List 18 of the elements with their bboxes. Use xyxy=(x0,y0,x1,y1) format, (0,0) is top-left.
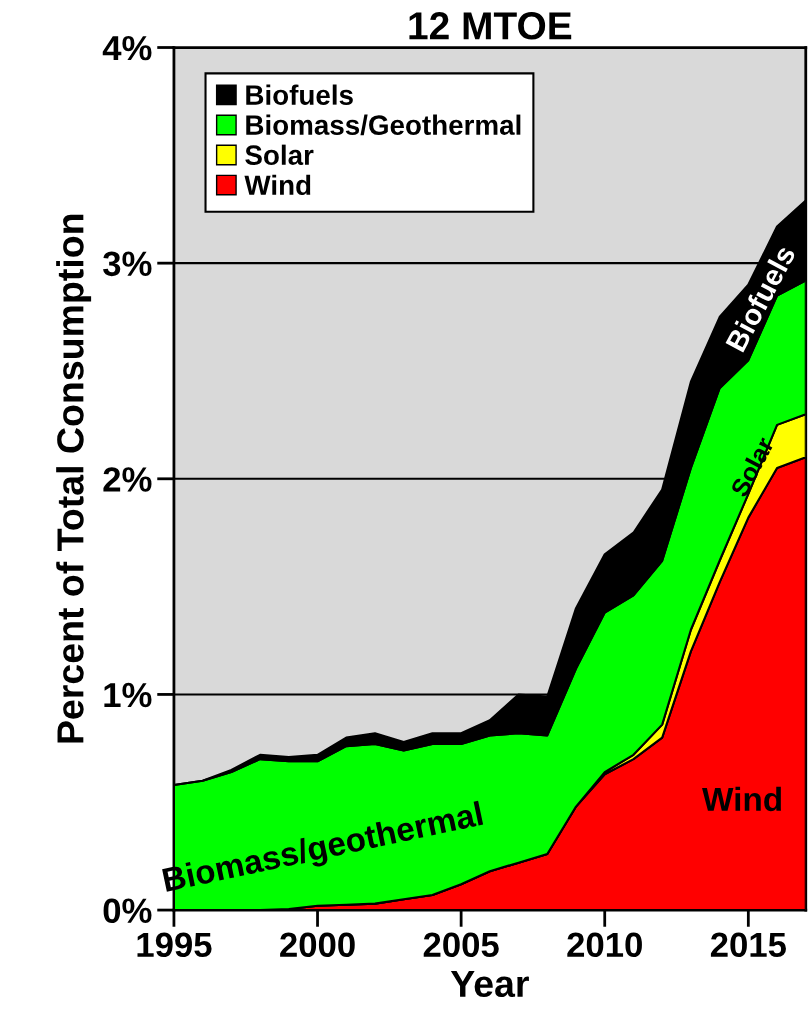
y-tick-label: 3% xyxy=(103,251,152,277)
x-tick-label: 2005 xyxy=(423,932,499,958)
legend-label: Wind xyxy=(244,174,311,196)
x-tick-label: 2015 xyxy=(710,932,786,958)
x-tick-label: 2010 xyxy=(567,932,642,958)
legend-label: Solar xyxy=(245,144,314,166)
y-tick-label: 4% xyxy=(102,35,152,61)
x-axis-title: Year xyxy=(450,970,529,998)
x-tick-label: 2000 xyxy=(280,932,355,958)
annotation: Wind xyxy=(702,786,781,812)
legend-label: Biomass/Geothermal xyxy=(246,114,521,136)
x-tick-label: 1995 xyxy=(137,932,212,958)
y-tick-label: 2% xyxy=(103,467,152,492)
chart-title: 12 MTOE xyxy=(409,12,572,40)
y-tick-label: 1% xyxy=(104,682,152,708)
y-tick-label: 0% xyxy=(103,898,152,923)
legend-label: Biofuels xyxy=(246,84,353,105)
y-axis-title: Percent of Total Consumption xyxy=(56,214,92,743)
